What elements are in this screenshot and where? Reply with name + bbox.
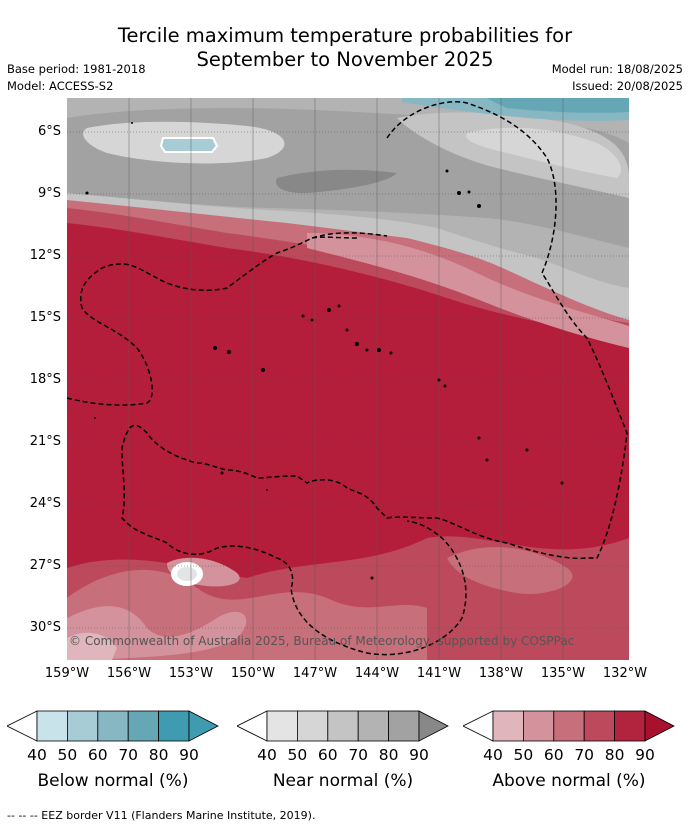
colorbar-tick: 90 [635, 746, 655, 764]
colorbar-segment [67, 710, 99, 742]
colorbar-extend-high [644, 710, 675, 742]
graticule [67, 131, 629, 629]
colorbar-extend-high [418, 710, 449, 742]
lon-label: 159°W [44, 666, 90, 681]
lat-label: 6°S [37, 124, 61, 139]
colorbar-segment [266, 710, 298, 742]
colorbar-tick: 80 [604, 746, 625, 764]
colorbar-extend-low [237, 710, 268, 742]
colorbar-tick: 60 [87, 746, 108, 764]
lon-label: 150°W [230, 666, 276, 681]
colorbar-tick: 90 [409, 746, 429, 764]
base-period: Base period: 1981-2018 [7, 62, 146, 76]
colorbar-segment [36, 710, 68, 742]
colorbar-tick: 70 [348, 746, 369, 764]
above-normal-colorbar [463, 710, 675, 742]
lon-label: 141°W [416, 666, 462, 681]
colorbar-segment [297, 710, 329, 742]
colorbar-segment [388, 710, 420, 742]
lon-label: 153°W [168, 666, 214, 681]
colorbar-segment [553, 710, 585, 742]
lat-label: 30°S [29, 620, 61, 635]
colorbar-segment [523, 710, 555, 742]
colorbar-title: Near normal (%) [272, 771, 414, 791]
colorbar-tick: 50 [57, 746, 78, 764]
chart-title: Tercile maximum temperature probabilitie… [0, 24, 690, 72]
below-normal-colorbar [7, 710, 219, 742]
lon-label: 147°W [292, 666, 338, 681]
title-line-2: September to November 2025 [196, 48, 494, 71]
colorbar-tick: 60 [317, 746, 338, 764]
colorbar-extend-low [463, 710, 494, 742]
colorbar-segment [357, 710, 389, 742]
colorbar-tick: 90 [179, 746, 199, 764]
colorbar-tick: 40 [257, 746, 277, 764]
colorbar-tick: 50 [513, 746, 534, 764]
lat-label: 15°S [29, 310, 61, 325]
colorbar-segment [158, 710, 190, 742]
copyright-notice: © Commonwealth of Australia 2025, Bureau… [69, 634, 575, 648]
colorbar-segment [127, 710, 159, 742]
near-normal-colorbar [237, 710, 449, 742]
lon-label: 135°W [540, 666, 586, 681]
issued-date: Issued: 20/08/2025 [572, 79, 683, 93]
islands [85, 122, 564, 580]
lon-label: 138°W [478, 666, 524, 681]
colorbar-tick: 80 [378, 746, 399, 764]
colorbar-title: Above normal (%) [492, 771, 646, 791]
colorbar-title: Below normal (%) [37, 771, 189, 791]
colorbar-segment [492, 710, 524, 742]
lat-label: 12°S [29, 248, 61, 263]
colorbar-segment [583, 710, 615, 742]
model-run: Model run: 18/08/2025 [551, 62, 683, 76]
colorbar-tick: 80 [148, 746, 169, 764]
colorbar-tick: 60 [543, 746, 564, 764]
colorbar-tick: 40 [27, 746, 47, 764]
colorbar-segment [614, 710, 646, 742]
eez-border [67, 101, 628, 656]
eez-footnote: -- -- -- EEZ border V11 (Flanders Marine… [7, 809, 316, 822]
lat-label: 9°S [37, 186, 61, 201]
probability-map: © Commonwealth of Australia 2025, Bureau… [67, 98, 629, 660]
model-name: Model: ACCESS-S2 [7, 79, 114, 93]
lon-label: 156°W [106, 666, 152, 681]
lat-label: 24°S [29, 496, 61, 511]
colorbar-tick: 50 [287, 746, 308, 764]
colorbar-extend-high [188, 710, 219, 742]
title-line-1: Tercile maximum temperature probabilitie… [117, 24, 573, 47]
colorbar-tick: 70 [574, 746, 595, 764]
colorbar-segment [327, 710, 359, 742]
colorbar-tick: 70 [118, 746, 139, 764]
colorbar-tick: 40 [483, 746, 503, 764]
lon-label: 144°W [354, 666, 400, 681]
colorbar-extend-low [7, 710, 38, 742]
lat-label: 27°S [29, 558, 61, 573]
lon-label: 132°W [602, 666, 648, 681]
lat-label: 21°S [29, 434, 61, 449]
colorbar-segment [97, 710, 129, 742]
lat-label: 18°S [29, 372, 61, 387]
